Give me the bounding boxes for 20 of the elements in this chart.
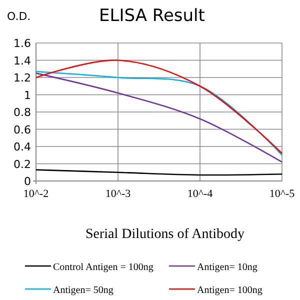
y-tick-label: 1 <box>24 88 31 102</box>
chart-title: ELISA Result <box>99 6 206 26</box>
y-tick-label: 1.6 <box>14 37 31 50</box>
legend-label: Antigen= 10ng <box>197 262 258 273</box>
y-tick-label: 0.6 <box>14 123 31 136</box>
y-tick-label: 0.8 <box>14 106 31 119</box>
x-tick-label: 10^-5 <box>269 188 296 200</box>
legend-label: Antigen= 50ng <box>53 285 114 296</box>
y-tick-label: 0.4 <box>14 140 31 154</box>
y-tick-label: 0.2 <box>14 158 31 171</box>
y-tick-label: 0 <box>24 175 31 188</box>
y-axis-title: O.D. <box>7 10 31 23</box>
x-tick-label: 10^-4 <box>187 188 214 200</box>
legend-label: Antigen= 100ng <box>197 285 262 296</box>
y-tick-label: 1.4 <box>14 54 31 68</box>
x-axis-title: Serial Dilutions of Antibody <box>85 227 245 242</box>
x-tick-label: 10^-2 <box>23 188 49 200</box>
x-tick-label: 10^-3 <box>105 188 132 200</box>
y-tick-label: 1.2 <box>14 72 31 84</box>
legend-label: Control Antigen = 100ng <box>53 262 154 273</box>
